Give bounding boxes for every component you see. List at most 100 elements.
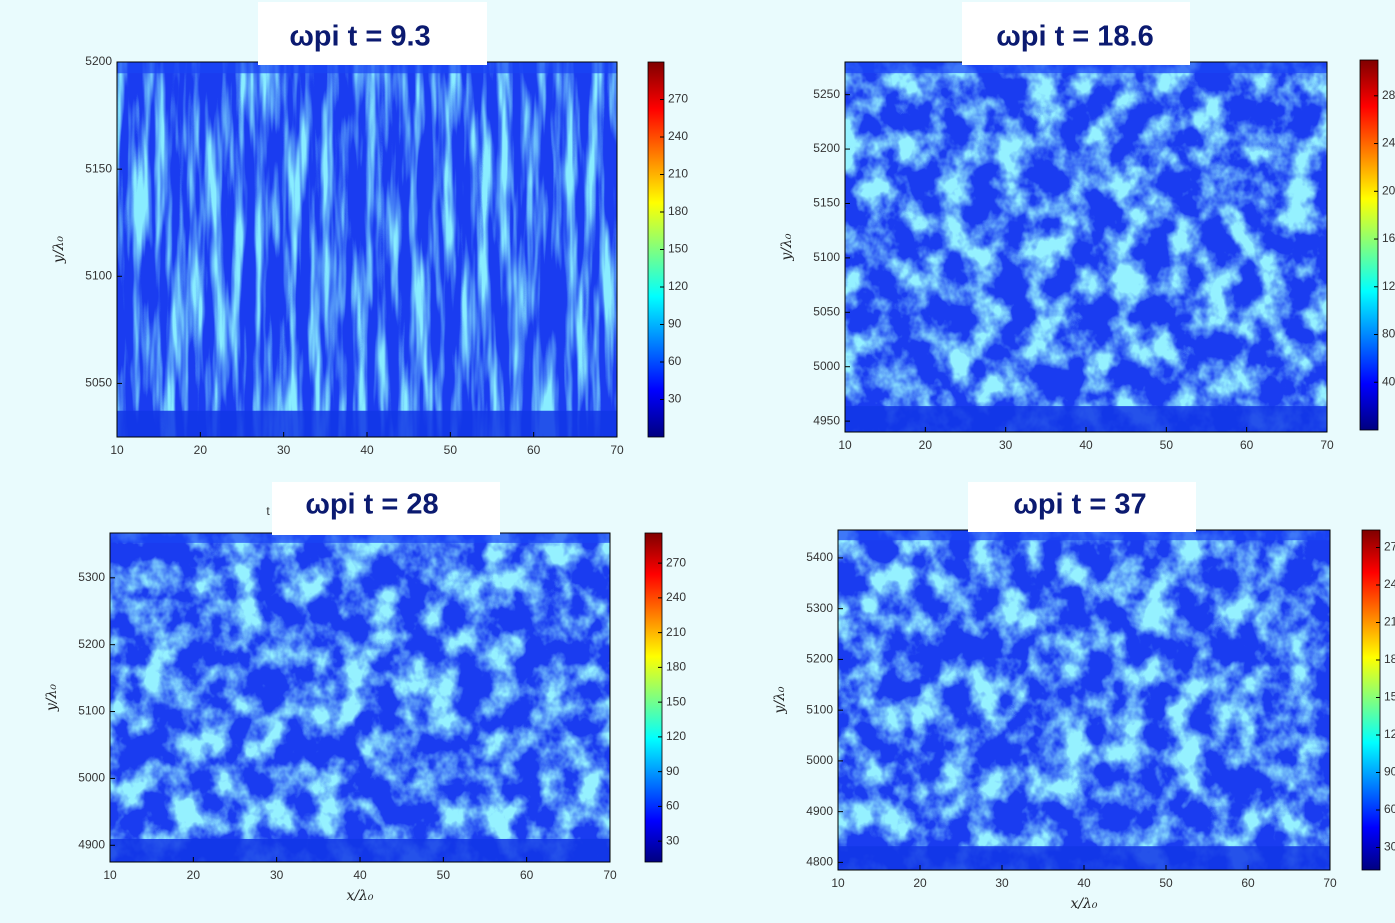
x-axis-label: x/λ₀	[346, 888, 373, 904]
y-tick-label: 5300	[78, 570, 105, 584]
colorbar	[1361, 529, 1381, 871]
x-tick-label: 40	[360, 443, 374, 457]
colorbar-tick-label: 240	[668, 129, 688, 143]
colorbar-tick-label: 30	[1384, 840, 1395, 854]
x-tick-label: 20	[187, 868, 201, 882]
colorbar-tick-label: 150	[668, 242, 688, 256]
field-edge	[838, 530, 1330, 541]
x-tick-label: 20	[919, 438, 933, 452]
colorbar-tick-label: 120	[1384, 727, 1395, 741]
colorbar-tick-label: 240	[1384, 577, 1395, 591]
y-tick-label: 5200	[806, 652, 833, 666]
colorbar-tick-label: 270	[666, 555, 686, 569]
x-tick-label: 60	[527, 443, 541, 457]
y-tick-label: 4900	[806, 804, 833, 818]
colorbar	[644, 532, 663, 863]
colorbar-tick-label: 180	[668, 204, 688, 218]
field-texture	[117, 62, 617, 437]
colorbar-tick-label: 30	[668, 392, 682, 406]
x-tick-label: 10	[110, 443, 124, 457]
x-tick-label: 60	[1241, 876, 1255, 890]
colorbar-tick-label: 270	[668, 92, 688, 106]
x-tick-label: 50	[1160, 438, 1174, 452]
x-tick-label: 70	[1323, 876, 1337, 890]
y-tick-label: 5050	[85, 376, 112, 390]
panel-title: ωpi t = 37	[1013, 489, 1146, 521]
field-texture	[838, 530, 1330, 870]
title-box	[962, 2, 1190, 65]
x-tick-label: 60	[1240, 438, 1254, 452]
colorbar-tick-label: 180	[1384, 652, 1395, 666]
colorbar-tick-label: 210	[668, 167, 688, 181]
x-tick-label: 30	[270, 868, 284, 882]
y-axis-label: y/λ₀	[779, 233, 795, 261]
x-tick-label: 20	[913, 876, 927, 890]
title-box	[258, 2, 487, 65]
x-tick-label: 30	[999, 438, 1013, 452]
y-tick-label: 5200	[78, 637, 105, 651]
colorbar-tick-label: 150	[1384, 690, 1395, 704]
y-tick-label: 5150	[813, 196, 840, 210]
x-tick-label: 50	[444, 443, 458, 457]
field-edge	[838, 846, 1330, 870]
panel-title: ωpi t = 28	[305, 489, 438, 521]
colorbar-tick-label: 280	[1382, 88, 1395, 102]
colorbar-tick-label: 80	[1382, 327, 1395, 341]
y-tick-label: 5000	[78, 771, 105, 785]
colorbar-tick-label: 120	[668, 279, 688, 293]
x-tick-label: 10	[831, 876, 845, 890]
y-tick-label: 5200	[85, 54, 112, 68]
x-tick-label: 20	[194, 443, 208, 457]
x-tick-label: 50	[437, 868, 451, 882]
colorbar-tick-label: 120	[666, 729, 686, 743]
colorbar-tick-label: 120	[1382, 279, 1395, 293]
colorbar-tick-label: 200	[1382, 183, 1395, 197]
annotation: t	[266, 504, 270, 518]
y-tick-label: 5250	[813, 87, 840, 101]
y-axis-label: y/λ₀	[772, 686, 788, 714]
x-tick-label: 40	[1079, 438, 1093, 452]
colorbar-tick-label: 60	[1384, 802, 1395, 816]
colorbar-tick-label: 210	[1384, 615, 1395, 629]
x-axis-label: x/λ₀	[1070, 896, 1097, 912]
field-edge	[117, 62, 617, 74]
x-tick-label: 70	[603, 868, 617, 882]
field-edge	[845, 62, 1327, 74]
colorbar-tick-label: 270	[1384, 540, 1395, 554]
y-tick-label: 4900	[78, 837, 105, 851]
y-tick-label: 5100	[806, 702, 833, 716]
x-tick-label: 30	[277, 443, 291, 457]
x-tick-label: 40	[1077, 876, 1091, 890]
y-tick-label: 5300	[806, 601, 833, 615]
field-edge	[110, 533, 610, 543]
colorbar-tick-label: 30	[666, 833, 680, 847]
colorbar-tick-label: 180	[666, 660, 686, 674]
y-axis-label: y/λ₀	[44, 684, 60, 712]
title-box	[968, 482, 1196, 532]
x-tick-label: 10	[838, 438, 852, 452]
title-box	[272, 482, 500, 535]
colorbar-tick-label: 150	[666, 694, 686, 708]
colorbar-tick-label: 90	[668, 317, 682, 331]
y-tick-label: 5050	[813, 304, 840, 318]
colorbar-tick-label: 160	[1382, 231, 1395, 245]
colorbar	[1359, 59, 1379, 431]
colorbar-tick-label: 60	[668, 354, 682, 368]
colorbar-tick-label: 40	[1382, 374, 1395, 388]
y-tick-label: 5000	[806, 753, 833, 767]
x-tick-label: 70	[610, 443, 624, 457]
colorbar-tick-label: 90	[1384, 765, 1395, 779]
y-tick-label: 5100	[85, 268, 112, 282]
colorbar-tick-label: 240	[1382, 136, 1395, 150]
colorbar-tick-label: 210	[666, 625, 686, 639]
y-tick-label: 4800	[806, 855, 833, 869]
y-tick-label: 4950	[813, 413, 840, 427]
y-tick-label: 5150	[85, 161, 112, 175]
panel-title: ωpi t = 18.6	[996, 21, 1153, 53]
colorbar-tick-label: 240	[666, 590, 686, 604]
x-tick-label: 50	[1159, 876, 1173, 890]
y-tick-label: 5200	[813, 141, 840, 155]
colorbar-tick-label: 60	[666, 799, 680, 813]
field-texture	[110, 533, 610, 862]
